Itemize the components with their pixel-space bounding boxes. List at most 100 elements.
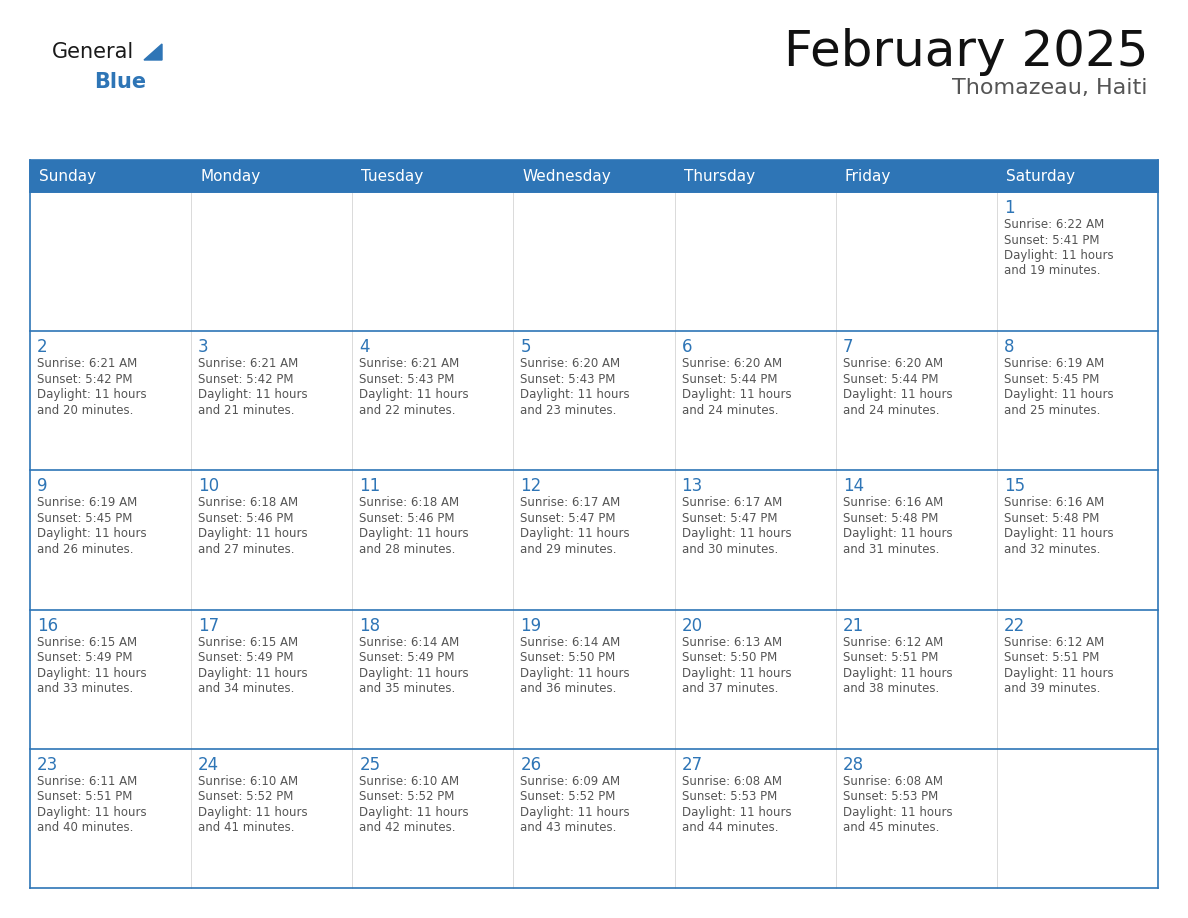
Text: and 44 minutes.: and 44 minutes. <box>682 822 778 834</box>
Bar <box>30 160 1158 192</box>
Text: and 28 minutes.: and 28 minutes. <box>359 543 456 556</box>
Text: Daylight: 11 hours: Daylight: 11 hours <box>520 528 630 541</box>
Text: Sunset: 5:42 PM: Sunset: 5:42 PM <box>198 373 293 386</box>
Text: Sunset: 5:46 PM: Sunset: 5:46 PM <box>198 512 293 525</box>
Text: Daylight: 11 hours: Daylight: 11 hours <box>37 806 146 819</box>
Text: Daylight: 11 hours: Daylight: 11 hours <box>682 666 791 679</box>
Text: Sunrise: 6:14 AM: Sunrise: 6:14 AM <box>359 635 460 649</box>
Text: Daylight: 11 hours: Daylight: 11 hours <box>520 806 630 819</box>
Text: Friday: Friday <box>845 169 891 184</box>
Text: Sunset: 5:47 PM: Sunset: 5:47 PM <box>520 512 615 525</box>
Text: and 24 minutes.: and 24 minutes. <box>842 404 940 417</box>
Polygon shape <box>144 44 162 60</box>
Text: Sunset: 5:43 PM: Sunset: 5:43 PM <box>520 373 615 386</box>
Text: 24: 24 <box>198 756 220 774</box>
Text: Daylight: 11 hours: Daylight: 11 hours <box>198 528 308 541</box>
Text: and 31 minutes.: and 31 minutes. <box>842 543 939 556</box>
Text: and 19 minutes.: and 19 minutes. <box>1004 264 1100 277</box>
Bar <box>835 610 997 749</box>
Bar <box>513 749 675 888</box>
Text: 1: 1 <box>1004 199 1015 217</box>
Text: Sunset: 5:43 PM: Sunset: 5:43 PM <box>359 373 455 386</box>
Text: Daylight: 11 hours: Daylight: 11 hours <box>37 666 146 679</box>
Text: and 39 minutes.: and 39 minutes. <box>1004 682 1100 695</box>
Text: Sunset: 5:49 PM: Sunset: 5:49 PM <box>37 651 133 664</box>
Bar <box>191 192 353 331</box>
Text: 11: 11 <box>359 477 380 496</box>
Text: 26: 26 <box>520 756 542 774</box>
Text: 12: 12 <box>520 477 542 496</box>
Text: 4: 4 <box>359 338 369 356</box>
Text: and 21 minutes.: and 21 minutes. <box>198 404 295 417</box>
Text: 17: 17 <box>198 617 220 634</box>
Text: General: General <box>52 42 134 62</box>
Text: Sunrise: 6:10 AM: Sunrise: 6:10 AM <box>359 775 460 788</box>
Bar <box>191 749 353 888</box>
Text: Sunset: 5:51 PM: Sunset: 5:51 PM <box>842 651 939 664</box>
Bar <box>835 331 997 470</box>
Text: Sunset: 5:53 PM: Sunset: 5:53 PM <box>842 790 939 803</box>
Text: 22: 22 <box>1004 617 1025 634</box>
Text: Sunrise: 6:15 AM: Sunrise: 6:15 AM <box>37 635 137 649</box>
Text: Monday: Monday <box>200 169 260 184</box>
Text: 13: 13 <box>682 477 703 496</box>
Text: and 23 minutes.: and 23 minutes. <box>520 404 617 417</box>
Bar <box>835 470 997 610</box>
Bar <box>30 331 191 470</box>
Text: Sunrise: 6:18 AM: Sunrise: 6:18 AM <box>198 497 298 509</box>
Text: Sunset: 5:45 PM: Sunset: 5:45 PM <box>37 512 132 525</box>
Text: 21: 21 <box>842 617 864 634</box>
Bar <box>30 160 191 192</box>
Text: 7: 7 <box>842 338 853 356</box>
Text: Sunrise: 6:19 AM: Sunrise: 6:19 AM <box>37 497 138 509</box>
Bar <box>675 610 835 749</box>
Text: and 41 minutes.: and 41 minutes. <box>198 822 295 834</box>
Text: Daylight: 11 hours: Daylight: 11 hours <box>520 666 630 679</box>
Text: Daylight: 11 hours: Daylight: 11 hours <box>682 528 791 541</box>
Text: and 35 minutes.: and 35 minutes. <box>359 682 455 695</box>
Text: Sunrise: 6:13 AM: Sunrise: 6:13 AM <box>682 635 782 649</box>
Text: Daylight: 11 hours: Daylight: 11 hours <box>198 806 308 819</box>
Text: 15: 15 <box>1004 477 1025 496</box>
Bar <box>997 610 1158 749</box>
Text: Sunset: 5:48 PM: Sunset: 5:48 PM <box>1004 512 1099 525</box>
Text: Sunday: Sunday <box>39 169 96 184</box>
Bar <box>191 470 353 610</box>
Text: Blue: Blue <box>94 72 146 92</box>
Text: 28: 28 <box>842 756 864 774</box>
Text: and 33 minutes.: and 33 minutes. <box>37 682 133 695</box>
Text: Sunrise: 6:21 AM: Sunrise: 6:21 AM <box>359 357 460 370</box>
Bar <box>513 470 675 610</box>
Bar <box>513 192 675 331</box>
Bar <box>835 749 997 888</box>
Text: Daylight: 11 hours: Daylight: 11 hours <box>37 388 146 401</box>
Text: Sunrise: 6:16 AM: Sunrise: 6:16 AM <box>1004 497 1104 509</box>
Text: Daylight: 11 hours: Daylight: 11 hours <box>520 388 630 401</box>
Text: Daylight: 11 hours: Daylight: 11 hours <box>359 528 469 541</box>
Bar <box>997 749 1158 888</box>
Text: and 40 minutes.: and 40 minutes. <box>37 822 133 834</box>
Text: 6: 6 <box>682 338 693 356</box>
Text: Sunrise: 6:21 AM: Sunrise: 6:21 AM <box>198 357 298 370</box>
Bar <box>675 470 835 610</box>
Text: Daylight: 11 hours: Daylight: 11 hours <box>198 666 308 679</box>
Text: February 2025: February 2025 <box>784 28 1148 76</box>
Bar <box>353 470 513 610</box>
Text: 5: 5 <box>520 338 531 356</box>
Text: and 26 minutes.: and 26 minutes. <box>37 543 133 556</box>
Text: 27: 27 <box>682 756 702 774</box>
Text: and 45 minutes.: and 45 minutes. <box>842 822 939 834</box>
Text: Sunrise: 6:20 AM: Sunrise: 6:20 AM <box>682 357 782 370</box>
Bar <box>191 610 353 749</box>
Bar <box>997 192 1158 331</box>
Text: and 20 minutes.: and 20 minutes. <box>37 404 133 417</box>
Bar <box>997 160 1158 192</box>
Text: and 42 minutes.: and 42 minutes. <box>359 822 456 834</box>
Text: Sunset: 5:50 PM: Sunset: 5:50 PM <box>520 651 615 664</box>
Text: Sunrise: 6:08 AM: Sunrise: 6:08 AM <box>842 775 943 788</box>
Bar <box>675 192 835 331</box>
Text: Daylight: 11 hours: Daylight: 11 hours <box>1004 528 1113 541</box>
Text: Sunset: 5:44 PM: Sunset: 5:44 PM <box>842 373 939 386</box>
Text: Sunrise: 6:10 AM: Sunrise: 6:10 AM <box>198 775 298 788</box>
Text: Sunrise: 6:15 AM: Sunrise: 6:15 AM <box>198 635 298 649</box>
